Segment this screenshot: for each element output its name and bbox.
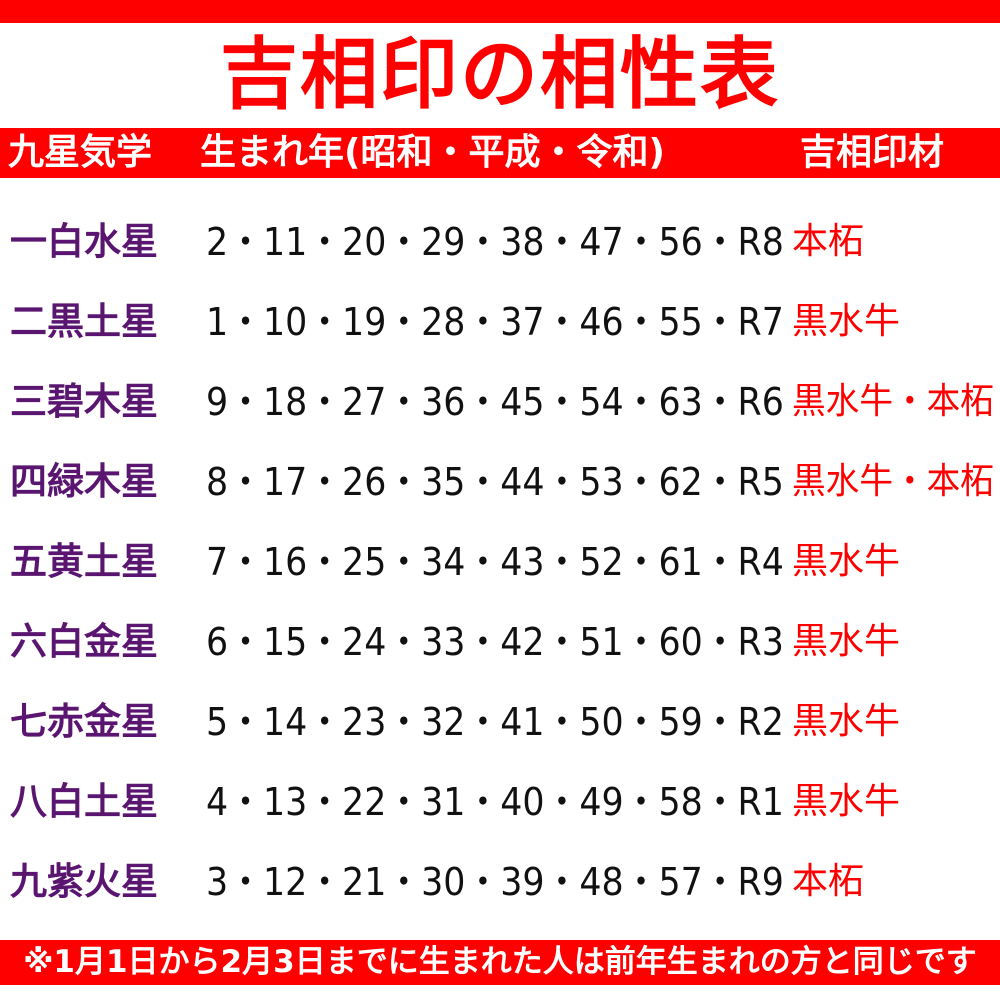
birth-years: 1・10・19・28・37・46・55・R7: [206, 300, 784, 344]
star-name: 五黄土星: [10, 540, 158, 583]
birth-years-cell: 5・14・23・32・41・50・59・R2: [196, 692, 786, 752]
star-name-cell: 三碧木星: [0, 372, 196, 432]
footer-bar: ※1月1日から2月3日までに生まれた人は前年生まれの方と同じです: [0, 940, 1000, 985]
material: 本柘: [792, 221, 865, 262]
birth-years: 6・15・24・33・42・51・60・R3: [206, 620, 784, 664]
material: 黒水牛: [792, 781, 901, 822]
birth-years: 3・12・21・30・39・48・57・R9: [206, 860, 784, 904]
birth-years-cell: 1・10・19・28・37・46・55・R7: [196, 292, 786, 352]
star-name: 三碧木星: [10, 380, 158, 423]
star-name-cell: 一白水星: [0, 212, 196, 272]
table-row: 六白金星 6・15・24・33・42・51・60・R3 黒水牛: [0, 612, 1000, 692]
material-cell: 黒水牛: [786, 532, 1000, 592]
star-name: 七赤金星: [10, 700, 158, 743]
birth-years: 9・18・27・36・45・54・63・R6: [206, 380, 784, 424]
material-cell: 黒水牛: [786, 692, 1000, 752]
material-cell: 本柘: [786, 212, 1000, 272]
star-name: 六白金星: [10, 620, 158, 663]
table-header: 九星気学 生まれ年(昭和・平成・令和) 吉相印材: [0, 128, 1000, 178]
birth-years: 7・16・25・34・43・52・61・R4: [206, 540, 784, 584]
birth-years: 4・13・22・31・40・49・58・R1: [206, 780, 784, 824]
material-cell: 黒水牛: [786, 612, 1000, 672]
material-cell: 黒水牛・本柘: [786, 452, 1000, 512]
birth-years-cell: 7・16・25・34・43・52・61・R4: [196, 532, 786, 592]
material: 黒水牛・本柘: [792, 381, 994, 422]
material: 黒水牛: [792, 621, 901, 662]
birth-years: 5・14・23・32・41・50・59・R2: [206, 700, 784, 744]
top-red-bar: [0, 0, 1000, 23]
table-row: 二黒土星 1・10・19・28・37・46・55・R7 黒水牛: [0, 292, 1000, 372]
star-name: 一白水星: [10, 220, 158, 263]
birth-years-cell: 4・13・22・31・40・49・58・R1: [196, 772, 786, 832]
birth-years-cell: 6・15・24・33・42・51・60・R3: [196, 612, 786, 672]
material: 黒水牛: [792, 701, 901, 742]
star-name: 九紫火星: [10, 860, 158, 903]
birth-years: 2・11・20・29・38・47・56・R8: [206, 220, 784, 264]
table-row: 一白水星 2・11・20・29・38・47・56・R8 本柘: [0, 212, 1000, 292]
star-name-cell: 二黒土星: [0, 292, 196, 352]
birth-years-cell: 3・12・21・30・39・48・57・R9: [196, 852, 786, 912]
table-row: 三碧木星 9・18・27・36・45・54・63・R6 黒水牛・本柘: [0, 372, 1000, 452]
material: 黒水牛・本柘: [792, 461, 994, 502]
material-cell: 黒水牛・本柘: [786, 372, 1000, 432]
footer-note: ※1月1日から2月3日までに生まれた人は前年生まれの方と同じです: [23, 944, 977, 980]
table-row: 八白土星 4・13・22・31・40・49・58・R1 黒水牛: [0, 772, 1000, 852]
page-title: 吉相印の相性表: [219, 30, 780, 120]
star-name-cell: 五黄土星: [0, 532, 196, 592]
table-row: 九紫火星 3・12・21・30・39・48・57・R9 本柘: [0, 852, 1000, 932]
star-name: 二黒土星: [10, 300, 158, 343]
material-cell: 黒水牛: [786, 292, 1000, 352]
table-row: 四緑木星 8・17・26・35・44・53・62・R5 黒水牛・本柘: [0, 452, 1000, 532]
star-name-cell: 四緑木星: [0, 452, 196, 512]
birth-years-cell: 9・18・27・36・45・54・63・R6: [196, 372, 786, 432]
material: 本柘: [792, 861, 865, 902]
header-years: 生まれ年(昭和・平成・令和): [200, 132, 665, 173]
material-cell: 本柘: [786, 852, 1000, 912]
star-name-cell: 六白金星: [0, 612, 196, 672]
star-name-cell: 九紫火星: [0, 852, 196, 912]
material: 黒水牛: [792, 301, 901, 342]
birth-years: 8・17・26・35・44・53・62・R5: [206, 460, 784, 504]
material-cell: 黒水牛: [786, 772, 1000, 832]
birth-years-cell: 8・17・26・35・44・53・62・R5: [196, 452, 786, 512]
birth-years-cell: 2・11・20・29・38・47・56・R8: [196, 212, 786, 272]
table-body: 一白水星 2・11・20・29・38・47・56・R8 本柘 二黒土星 1・10・19・…: [0, 212, 1000, 932]
header-material: 吉相印材: [800, 132, 945, 173]
star-name: 八白土星: [10, 780, 158, 823]
star-name-cell: 七赤金星: [0, 692, 196, 752]
star-name-cell: 八白土星: [0, 772, 196, 832]
star-name: 四緑木星: [10, 460, 158, 503]
header-star: 九星気学: [8, 132, 153, 173]
table-row: 五黄土星 7・16・25・34・43・52・61・R4 黒水牛: [0, 532, 1000, 612]
table-row: 七赤金星 5・14・23・32・41・50・59・R2 黒水牛: [0, 692, 1000, 772]
material: 黒水牛: [792, 541, 901, 582]
